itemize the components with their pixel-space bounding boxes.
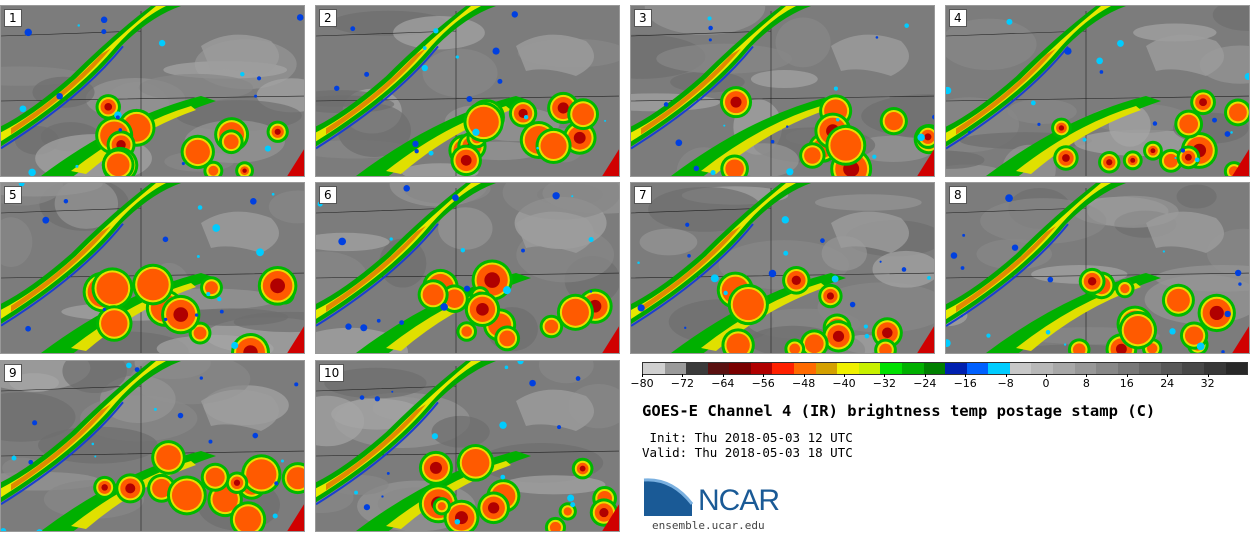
colorbar-tick-mark <box>682 374 684 377</box>
colorbar-swatch <box>1009 363 1032 374</box>
colorbar-swatch <box>988 363 1010 374</box>
colorbar-ticks: −80 −72 −64 −56 −48 −40 −32 −24 −16 −8 0 8 16 24 32 <box>630 374 1248 393</box>
colorbar-tick-mark <box>1086 374 1088 377</box>
colorbar-swatch <box>1160 363 1183 374</box>
colorbar-swatch <box>1031 363 1053 374</box>
colorbar-tick-label: −40 <box>832 377 856 390</box>
colorbar-swatch <box>643 363 665 374</box>
postage-stamp-panel-10: 10 <box>315 360 620 532</box>
colorbar-tick-mark <box>722 374 724 377</box>
colorbar-swatch <box>1225 363 1248 374</box>
colorbar-tick-label: −8 <box>997 377 1014 390</box>
figure-title: GOES-E Channel 4 (IR) brightness temp po… <box>642 402 1156 420</box>
colorbar-swatch <box>858 363 881 374</box>
colorbar-tick-mark <box>763 374 765 377</box>
colorbar-swatch <box>772 363 795 374</box>
colorbar-swatch <box>1096 363 1118 374</box>
colorbar-tick-label: −48 <box>791 377 816 390</box>
colorbar-tick-label: −64 <box>711 377 735 390</box>
colorbar-swatch <box>901 363 924 374</box>
colorbar-swatch <box>794 363 816 374</box>
colorbar-tick-label: −72 <box>670 377 694 390</box>
colorbar-swatch <box>923 363 946 374</box>
ncar-swoosh-icon <box>643 478 694 516</box>
postage-stamp-panel-5: 5 <box>0 182 305 354</box>
colorbar-tick-label: −16 <box>953 377 977 390</box>
colorbar-swatch <box>1182 363 1205 374</box>
colorbar-tick-mark <box>1046 374 1047 377</box>
panel-number-label: 6 <box>319 186 337 204</box>
colorbar-tick-mark <box>803 374 805 377</box>
colorbar-swatch <box>815 363 838 374</box>
colorbar-tick-label: −24 <box>913 377 937 390</box>
colorbar-swatch <box>966 363 989 374</box>
panel-number-label: 1 <box>4 9 22 27</box>
colorbar-tick-label: 32 <box>1200 377 1215 390</box>
postage-stamp-panel-6: 6 <box>315 182 620 354</box>
panel-number-label: 2 <box>319 9 337 27</box>
panel-number-label: 8 <box>949 186 967 204</box>
postage-stamp-panel-2: 2 <box>315 5 620 177</box>
colorbar-tick-mark <box>1005 374 1007 377</box>
colorbar-tick-mark <box>1167 374 1169 377</box>
ncar-logo: NCAR <box>642 476 802 520</box>
panel-number-label: 9 <box>4 364 22 382</box>
postage-stamp-panel-7: 7 <box>630 182 935 354</box>
panel-number-label: 4 <box>949 9 967 27</box>
colorbar-tick-label: −32 <box>872 377 896 390</box>
postage-stamp-panel-1: 1 <box>0 5 305 177</box>
panel-number-label: 5 <box>4 186 22 204</box>
colorbar-swatch <box>664 363 687 374</box>
colorbar-tick-label: −80 <box>630 377 654 390</box>
colorbar-swatch <box>750 363 773 374</box>
colorbar-swatch <box>1139 363 1161 374</box>
colorbar-tick-label: 24 <box>1160 377 1175 390</box>
postage-stamp-panel-8: 8 <box>945 182 1250 354</box>
logo-url[interactable]: ensemble.ucar.edu <box>652 519 765 532</box>
colorbar-swatch <box>837 363 859 374</box>
colorbar-swatch <box>686 363 708 374</box>
colorbar-tick-mark <box>844 374 845 377</box>
panel-number-label: 7 <box>634 186 652 204</box>
colorbar-tick-label: 8 <box>1082 377 1090 390</box>
colorbar-tick-mark <box>1207 374 1209 377</box>
panel-number-label: 10 <box>319 364 345 382</box>
colorbar-swatch <box>1074 363 1097 374</box>
colorbar-swatch <box>880 363 902 374</box>
postage-stamp-panel-4: 4 <box>945 5 1250 177</box>
colorbar-tick-mark <box>1126 374 1128 377</box>
colorbar <box>642 362 1248 375</box>
postage-stamp-panel-9: 9 <box>0 360 305 532</box>
colorbar-swatch <box>1052 363 1075 374</box>
colorbar-tick-mark <box>884 374 886 377</box>
ncar-wordmark: NCAR <box>698 484 780 517</box>
colorbar-tick-label: 16 <box>1119 377 1134 390</box>
colorbar-tick-mark <box>924 374 926 377</box>
colorbar-swatch <box>945 363 967 374</box>
colorbar-tick-mark <box>965 374 967 377</box>
colorbar-swatch <box>1204 363 1226 374</box>
colorbar-tick-label: −56 <box>751 377 775 390</box>
postage-stamp-panel-3: 3 <box>630 5 935 177</box>
colorbar-swatch <box>1117 363 1140 374</box>
colorbar-tick-label: 0 <box>1042 377 1050 390</box>
colorbar-tick-mark <box>642 374 643 377</box>
valid-time: Valid: Thu 2018-05-03 18 UTC <box>642 445 853 460</box>
init-time: Init: Thu 2018-05-03 12 UTC <box>642 430 853 445</box>
panel-number-label: 3 <box>634 9 652 27</box>
colorbar-swatch <box>707 363 730 374</box>
colorbar-swatch <box>729 363 751 374</box>
